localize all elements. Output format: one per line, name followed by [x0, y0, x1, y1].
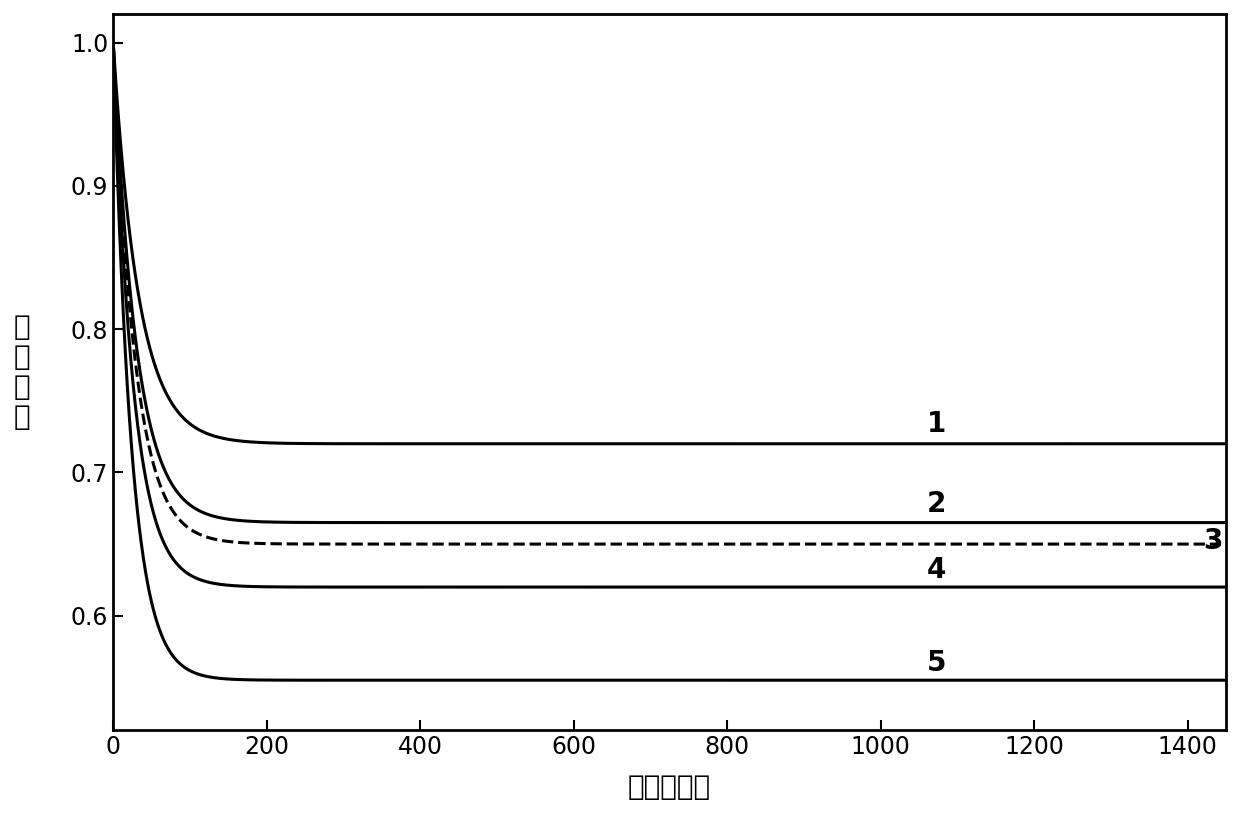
Text: 5: 5	[926, 649, 946, 677]
Text: 1: 1	[926, 410, 946, 438]
Y-axis label: 生
存
概
率: 生 存 概 率	[14, 313, 31, 431]
Text: 3: 3	[1203, 527, 1223, 555]
Text: 4: 4	[926, 556, 946, 584]
Text: 2: 2	[926, 490, 946, 518]
X-axis label: 时间（月）: 时间（月）	[629, 773, 712, 801]
